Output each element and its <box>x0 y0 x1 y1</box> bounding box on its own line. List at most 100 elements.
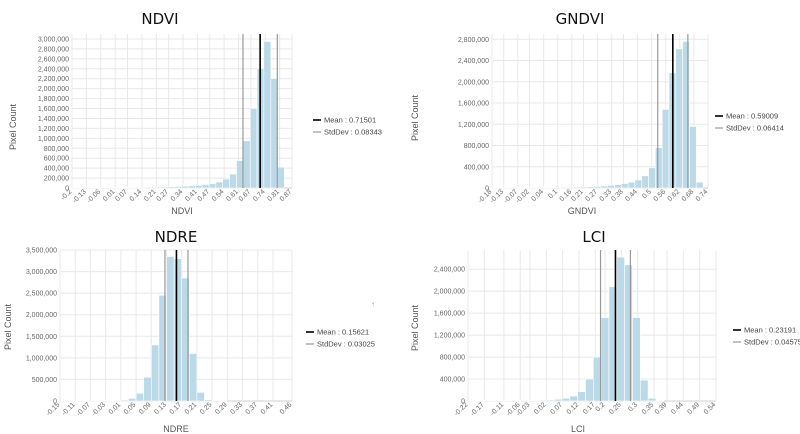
lci-xtick-label: 0.3 <box>627 401 639 413</box>
gndvi-ytick-label: 800,000 <box>464 143 489 150</box>
ndre-xtick-label: 0.01 <box>108 401 123 416</box>
ndvi-xtick-label: -0.13 <box>72 188 88 204</box>
ndvi-legend: Mean : 0.71501 StdDev : 0.08343 <box>313 116 382 137</box>
ndre-xtick-label: 0.17 <box>169 401 184 416</box>
ndvi-title: NDVI <box>141 10 178 28</box>
ndre-panel: NDRE -0.15 -0.11 -0.07 -0.03 0.01 0.05 0.09 0.1… <box>0 217 400 434</box>
ndvi-ytick-label: 2,000,000 <box>38 86 69 93</box>
gndvi-bar <box>689 126 696 188</box>
ndvi-bar <box>175 187 182 188</box>
ndre-xtick-label: -0.07 <box>76 401 92 417</box>
ndre-title: NDRE <box>155 228 198 246</box>
ndre-bar <box>128 398 136 401</box>
ndvi-ytick-label: 200,000 <box>44 176 69 183</box>
gndvi-xtick-label: 0.33 <box>599 188 614 203</box>
gndvi-ytick-label: 0 <box>485 186 489 193</box>
ndre-bar <box>174 259 182 401</box>
ndre-xtick-label: 0.25 <box>199 401 214 416</box>
lci-legend-std: StdDev : 0.04575 <box>744 338 800 347</box>
ndvi-bar <box>154 187 161 188</box>
ndvi-bar <box>250 109 257 188</box>
ndvi-bar <box>216 182 223 188</box>
ndvi-ytick-label: 1,000,000 <box>38 136 69 143</box>
ndre-bar <box>121 400 129 401</box>
ndre-xtick-label: 0.29 <box>214 401 229 416</box>
gndvi-bar <box>676 49 683 188</box>
ndvi-ytick-label: 1,800,000 <box>38 96 69 103</box>
ndvi-bar <box>264 41 271 188</box>
ndvi-legend-std: StdDev : 0.08343 <box>324 128 382 137</box>
ndre-ytick-label: 1,000,000 <box>26 355 57 362</box>
gndvi-bar <box>574 187 581 188</box>
ndre-bar <box>136 393 144 401</box>
lci-bar <box>554 399 562 401</box>
ndvi-bar <box>243 141 250 188</box>
ndre-xtick-label: 0.33 <box>229 401 244 416</box>
lci-ylabel: Pixel Count <box>410 304 420 351</box>
ndvi-bar <box>182 186 189 188</box>
ndre-legend: Mean : 0.15621 StdDev : 0.03025 <box>306 328 375 349</box>
ndre-histogram: NDRE -0.15 -0.11-0.07-0.03 0.01 0.05 0.09 0.1… <box>0 217 400 434</box>
ndvi-histogram: NDVI -0.2-0.13-0.06 0.010.07 0.14 0.210.27 0… <box>0 0 400 217</box>
lci-xtick-label: 0.12 <box>566 401 581 416</box>
ndvi-xtick-label: 0.74 <box>252 188 267 203</box>
ndre-legend-mean: Mean : 0.15621 <box>317 328 369 337</box>
lci-bar <box>632 318 640 401</box>
gndvi-bar <box>621 183 628 188</box>
ndre-bar <box>151 345 159 401</box>
lci-xtick-label: 0.02 <box>533 401 548 416</box>
lci-xtick-label: -0.17 <box>469 401 485 417</box>
ndvi-ytick-label: 2,600,000 <box>38 56 69 63</box>
ndvi-xtick-label: 0.81 <box>266 188 281 203</box>
lci-xlabel: LCI <box>571 424 585 434</box>
lci-xtick-label: 0.07 <box>549 401 564 416</box>
gndvi-xtick-label: 0.44 <box>624 188 639 203</box>
ndre-xtick-label: 0.05 <box>123 401 138 416</box>
lci-xtick-label: 0.2 <box>595 401 607 413</box>
ndre-bar <box>189 354 197 401</box>
ndvi-ytick-label: 2,200,000 <box>38 76 69 83</box>
ndre-ytick-label: 2,500,000 <box>26 291 57 298</box>
gndvi-ytick-label: 2,000,000 <box>458 79 489 86</box>
gndvi-xtick-label: 0.74 <box>695 188 710 203</box>
ndre-xtick-label: 0.37 <box>245 401 260 416</box>
ndre-ytick-label: 500,000 <box>32 377 57 384</box>
gndvi-xtick-label: 0.1 <box>547 188 559 200</box>
gndvi-bar <box>608 185 615 188</box>
ndvi-bar <box>202 185 209 188</box>
gndvi-legend-mean: Mean : 0.59009 <box>726 112 778 121</box>
ndvi-bar <box>161 187 168 188</box>
lci-ytick-label: 0 <box>461 399 465 406</box>
ndvi-xtick-label: 0.54 <box>211 188 226 203</box>
lci-title: LCI <box>582 228 605 246</box>
lci-bar <box>523 400 531 401</box>
gndvi-bar <box>601 186 608 188</box>
lci-xtick-label: 0.54 <box>703 401 718 416</box>
ndvi-ytick-label: 800,000 <box>44 146 69 153</box>
gndvi-bar <box>696 182 703 188</box>
lci-bar <box>625 265 633 401</box>
gndvi-xtick-label: 0.5 <box>641 188 653 200</box>
lci-xtick-label: 0.49 <box>687 401 702 416</box>
ndvi-bar <box>195 185 202 188</box>
ndvi-xlabel: NDVI <box>171 206 193 216</box>
lci-ytick-label: 2,000,000 <box>434 289 465 296</box>
lci-ytick-label: 400,000 <box>440 377 465 384</box>
gndvi-ytick-label: 400,000 <box>464 164 489 171</box>
lci-bar <box>585 379 593 401</box>
stray-mark: ↑ <box>371 300 375 309</box>
ndvi-bar <box>230 174 237 188</box>
lci-bar <box>617 257 625 401</box>
lci-xtick-label: 0.25 <box>608 401 623 416</box>
gndvi-ylabel: Pixel Count <box>410 94 420 141</box>
gndvi-xtick-label: 0.38 <box>610 188 625 203</box>
ndre-ytick-label: 3,000,000 <box>26 269 57 276</box>
ndvi-xtick-label: 0.01 <box>102 188 117 203</box>
ndvi-legend-mean: Mean : 0.71501 <box>324 116 376 125</box>
ndvi-ytick-label: 2,800,000 <box>38 46 69 53</box>
ndre-bar <box>166 256 174 401</box>
lci-ytick-label: 1,200,000 <box>434 333 465 340</box>
gndvi-xlabel: GNDVI <box>568 206 597 216</box>
lci-histogram: LCI -0.22 -0.17 -0.11 -0.06-0.03 0.02 0.07 0.1… <box>400 217 800 434</box>
ndvi-ytick-label: 600,000 <box>44 156 69 163</box>
